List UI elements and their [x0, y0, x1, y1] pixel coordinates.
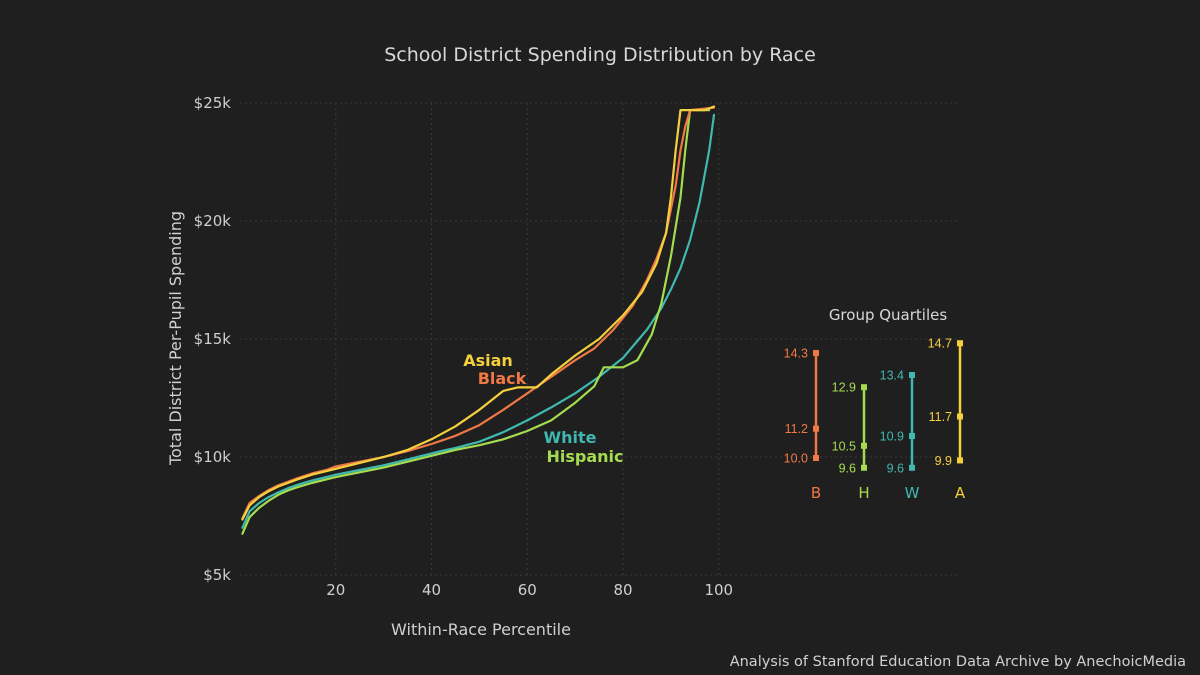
- quartile-marker-q1: [813, 455, 819, 461]
- y-axis-title: Total District Per-Pupil Spending: [166, 211, 185, 466]
- quartile-value-q1: 9.6: [839, 461, 856, 475]
- annotation-white: White: [543, 428, 596, 447]
- quartile-value-q3: 13.4: [880, 368, 904, 382]
- series-lines: [241, 105, 716, 535]
- y-tick-label: $10k: [194, 448, 232, 466]
- quartile-group-label: A: [955, 484, 966, 502]
- annotation-asian: Asian: [463, 351, 513, 370]
- quartile-group-label: H: [858, 484, 869, 502]
- x-tick-label: 80: [613, 581, 632, 599]
- quartile-marker-q3: [957, 340, 963, 347]
- quartile-marker-median: [909, 433, 915, 440]
- y-tick-label: $5k: [203, 566, 231, 584]
- annotation-hispanic: Hispanic: [546, 447, 623, 466]
- quartile-value-median: 10.9: [880, 430, 904, 444]
- annotation-black: Black: [478, 369, 527, 388]
- group-quartiles-panel: Group Quartiles 14.3 11.2 10.0 B 12.9 10.5 9.6…: [784, 306, 966, 502]
- quartile-marker-q3: [813, 350, 819, 356]
- x-tick-label: 20: [326, 581, 345, 599]
- quartile-value-median: 10.5: [832, 439, 856, 453]
- quartile-value-q1: 10.0: [784, 452, 808, 466]
- series-line-white: [241, 113, 716, 529]
- series-line-asian: [241, 105, 716, 521]
- x-tick-label: 60: [518, 581, 537, 599]
- source-caption: Analysis of Stanford Education Data Arch…: [730, 654, 1186, 670]
- quartile-value-q3: 14.7: [928, 337, 952, 351]
- x-tick-label: 100: [704, 581, 733, 599]
- quartile-value-median: 11.7: [929, 410, 952, 424]
- quartile-marker-median: [861, 442, 867, 449]
- quartile-value-median: 11.2: [785, 422, 808, 436]
- chart-title: School District Spending Distribution by…: [384, 44, 816, 66]
- quartile-value-q1: 9.6: [887, 461, 904, 475]
- x-axis-title: Within-Race Percentile: [391, 620, 571, 639]
- quartile-value-q3: 12.9: [832, 381, 856, 395]
- series-line-hispanic: [241, 109, 711, 535]
- grid-lines: [240, 102, 960, 576]
- quartile-marker-q1: [909, 464, 915, 471]
- y-tick-label: $15k: [194, 330, 232, 348]
- quartile-marker-q1: [957, 457, 963, 464]
- quartile-marker-median: [813, 425, 819, 432]
- y-axis-ticks: $5k $10k $15k $20k $25k: [194, 94, 232, 584]
- series-line-black: [241, 106, 716, 520]
- quartile-group-label: W: [905, 484, 920, 502]
- quartile-marker-q3: [909, 371, 915, 378]
- quartile-marker-q1: [861, 464, 867, 471]
- quartile-marker-median: [957, 413, 963, 420]
- y-tick-label: $25k: [194, 94, 232, 112]
- x-axis-ticks: 20 40 60 80 100: [326, 581, 733, 599]
- x-tick-label: 40: [422, 581, 441, 599]
- y-tick-label: $20k: [194, 212, 232, 230]
- quartile-group-label: B: [811, 484, 821, 502]
- quartiles-title: Group Quartiles: [829, 306, 948, 324]
- quartile-value-q3: 14.3: [784, 347, 808, 361]
- quartile-value-q1: 9.9: [935, 454, 952, 468]
- quartile-marker-q3: [861, 384, 867, 391]
